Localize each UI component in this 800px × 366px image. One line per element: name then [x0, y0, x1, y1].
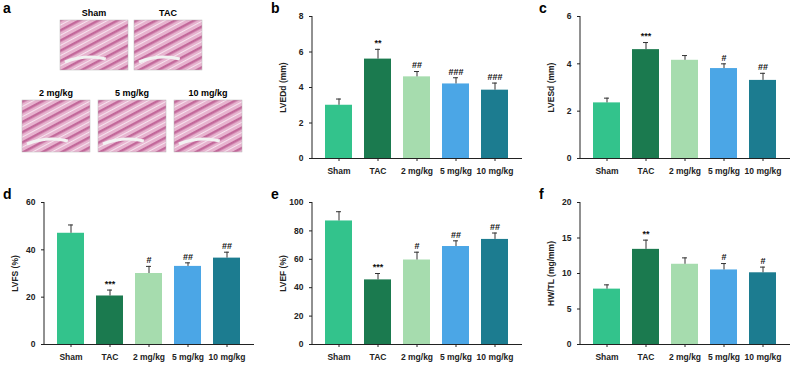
svg-text:TAC: TAC [370, 352, 387, 362]
svg-text:Sham: Sham [59, 352, 83, 362]
svg-text:TAC: TAC [102, 352, 119, 362]
svg-text:#: # [721, 252, 726, 262]
svg-text:5 mg/kg: 5 mg/kg [440, 166, 472, 176]
svg-text:2 mg/kg: 2 mg/kg [669, 352, 701, 362]
svg-text:0: 0 [299, 339, 304, 349]
svg-text:LVFS (%): LVFS (%) [10, 255, 20, 292]
svg-text:2 mg/kg: 2 mg/kg [39, 88, 73, 98]
svg-text:#: # [414, 241, 419, 251]
svg-text:Sham: Sham [82, 8, 107, 18]
svg-text:10 mg/kg: 10 mg/kg [477, 166, 514, 176]
svg-text:2 mg/kg: 2 mg/kg [401, 352, 433, 362]
svg-text:6: 6 [299, 47, 304, 57]
svg-text:#: # [760, 256, 765, 266]
svg-text:5: 5 [567, 304, 572, 314]
svg-text:5 mg/kg: 5 mg/kg [708, 352, 740, 362]
svg-text:###: ### [487, 72, 502, 82]
svg-text:5 mg/kg: 5 mg/kg [115, 88, 149, 98]
svg-text:2 mg/kg: 2 mg/kg [669, 166, 701, 176]
svg-text:0: 0 [567, 339, 572, 349]
svg-text:2: 2 [299, 118, 304, 128]
html-text:e: e [271, 186, 279, 202]
svg-text:100: 100 [289, 197, 303, 207]
svg-text:###: ### [448, 67, 463, 77]
svg-text:15: 15 [562, 233, 572, 243]
svg-text:10 mg/kg: 10 mg/kg [477, 352, 514, 362]
svg-text:40: 40 [294, 282, 304, 292]
svg-text:5 mg/kg: 5 mg/kg [440, 352, 472, 362]
svg-text:TAC: TAC [159, 8, 177, 18]
svg-text:80: 80 [294, 226, 304, 236]
svg-text:Sham: Sham [327, 166, 351, 176]
svg-text:0: 0 [31, 339, 36, 349]
html-text:b: b [271, 0, 280, 16]
svg-text:20: 20 [562, 197, 572, 207]
svg-text:##: ## [490, 222, 500, 232]
svg-text:##: ## [222, 241, 232, 251]
svg-text:6: 6 [567, 11, 572, 21]
svg-text:10 mg/kg: 10 mg/kg [745, 352, 782, 362]
svg-text:2 mg/kg: 2 mg/kg [133, 352, 165, 362]
svg-text:Sham: Sham [595, 352, 619, 362]
svg-text:4: 4 [299, 82, 304, 92]
svg-text:##: ## [183, 252, 193, 262]
svg-text:LVEDd (mm): LVEDd (mm) [278, 62, 288, 113]
svg-text:**: ** [374, 38, 382, 48]
svg-text:##: ## [451, 230, 461, 240]
svg-text:2 mg/kg: 2 mg/kg [401, 166, 433, 176]
svg-text:Sham: Sham [327, 352, 351, 362]
svg-text:***: *** [373, 262, 384, 272]
svg-text:60: 60 [26, 197, 36, 207]
svg-text:0: 0 [299, 153, 304, 163]
svg-text:**: ** [642, 229, 650, 239]
svg-text:10 mg/kg: 10 mg/kg [209, 352, 246, 362]
svg-text:20: 20 [26, 292, 36, 302]
svg-text:0: 0 [567, 153, 572, 163]
html-text:c: c [539, 0, 547, 16]
svg-text:10: 10 [562, 268, 572, 278]
svg-text:##: ## [412, 60, 422, 70]
svg-text:10 mg/kg: 10 mg/kg [745, 166, 782, 176]
html-text:a: a [3, 0, 11, 16]
svg-text:LVESd (mm): LVESd (mm) [546, 62, 556, 112]
svg-text:TAC: TAC [638, 166, 655, 176]
svg-text:40: 40 [26, 245, 36, 255]
svg-text:5 mg/kg: 5 mg/kg [708, 166, 740, 176]
svg-text:Sham: Sham [595, 166, 619, 176]
svg-text:##: ## [758, 62, 768, 72]
svg-text:***: *** [641, 31, 652, 41]
svg-text:HW/TL (mg/mm): HW/TL (mg/mm) [546, 241, 556, 306]
html-text:d: d [3, 186, 12, 202]
svg-text:***: *** [105, 279, 116, 289]
html-text:f: f [539, 186, 544, 202]
svg-text:#: # [721, 53, 726, 63]
svg-text:#: # [146, 255, 151, 265]
svg-text:20: 20 [294, 311, 304, 321]
svg-text:5 mg/kg: 5 mg/kg [172, 352, 204, 362]
svg-text:TAC: TAC [370, 166, 387, 176]
svg-text:LVEF (%): LVEF (%) [278, 255, 288, 292]
svg-text:10 mg/kg: 10 mg/kg [188, 88, 227, 98]
svg-text:2: 2 [567, 106, 572, 116]
svg-text:60: 60 [294, 254, 304, 264]
svg-text:8: 8 [299, 11, 304, 21]
svg-text:TAC: TAC [638, 352, 655, 362]
svg-text:4: 4 [567, 59, 572, 69]
